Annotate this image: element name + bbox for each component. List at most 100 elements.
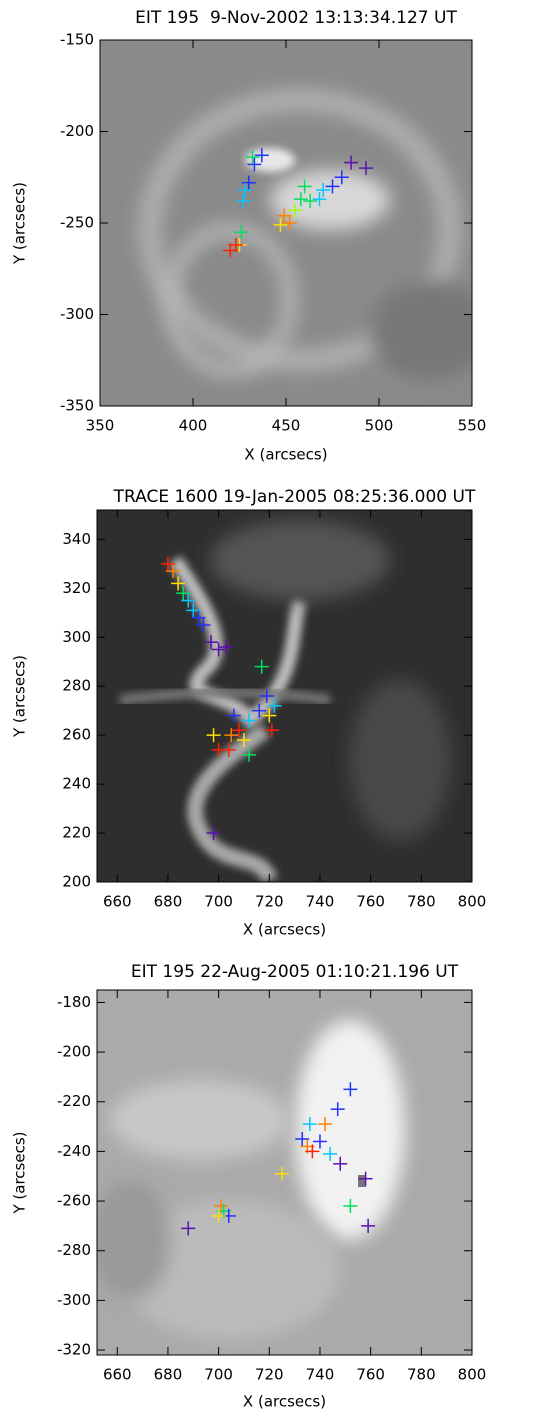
cross-marker: [303, 194, 318, 209]
cross-marker: [259, 689, 274, 703]
cross-marker: [204, 635, 219, 650]
x-tick-label: 760: [356, 893, 385, 911]
cross-marker: [160, 556, 175, 571]
cross-marker: [166, 564, 181, 579]
cross-marker: [221, 742, 236, 757]
x-tick-label: 800: [458, 893, 487, 911]
cross-marker: [333, 1156, 348, 1171]
cross-marker: [343, 1082, 358, 1097]
cross-marker: [323, 1146, 338, 1161]
cross-marker: [252, 703, 267, 718]
cross-marker: [186, 603, 201, 618]
y-tick-label: -350: [60, 397, 94, 415]
y-tick-label: -250: [60, 214, 94, 232]
x-axis-label: X (arcsecs): [244, 446, 327, 464]
image-background: [97, 990, 472, 1355]
y-tick-label: 300: [62, 628, 91, 646]
y-tick-label: -300: [57, 1291, 91, 1309]
x-tick-label: 740: [306, 1366, 335, 1384]
cross-marker: [305, 1144, 320, 1159]
cross-marker: [312, 1134, 327, 1149]
cross-marker: [234, 225, 249, 240]
cross-marker: [219, 640, 234, 655]
cross-marker: [267, 698, 282, 713]
chart-title: EIT 195 22-Aug-2005 01:10:21.196 UT: [131, 962, 459, 982]
cross-marker: [343, 1199, 358, 1214]
y-axis-label: Y (arcsecs): [11, 182, 29, 265]
y-tick-label: 240: [62, 775, 91, 793]
cross-marker: [181, 593, 196, 608]
cross-marker: [241, 175, 256, 190]
cross-marker: [325, 179, 340, 194]
y-tick-label: -150: [60, 31, 94, 49]
cross-marker: [206, 826, 221, 841]
y-tick-label: -260: [57, 1192, 91, 1210]
cross-marker: [245, 150, 260, 165]
x-tick-label: 720: [255, 893, 284, 911]
cross-marker: [358, 1171, 373, 1186]
x-tick-label: 500: [365, 417, 394, 435]
cross-marker: [295, 1131, 310, 1146]
x-tick-label: 780: [407, 1366, 436, 1384]
cross-marker: [288, 203, 303, 218]
cross-marker: [273, 217, 288, 232]
x-tick-label: 700: [204, 1366, 233, 1384]
cross-marker: [242, 713, 257, 728]
cross-marker: [231, 723, 246, 738]
image-background: [97, 510, 472, 882]
y-tick-label: -300: [60, 305, 94, 323]
cross-marker: [228, 237, 243, 252]
x-tick-label: 660: [103, 1366, 132, 1384]
cross-marker: [242, 747, 257, 762]
x-tick-label: 350: [86, 417, 115, 435]
x-tick-label: 680: [154, 1366, 183, 1384]
cross-marker: [181, 1221, 196, 1236]
cross-marker: [176, 586, 191, 601]
cross-marker: [318, 1117, 333, 1132]
cross-marker: [223, 243, 238, 258]
x-tick-label: 740: [306, 893, 335, 911]
cross-marker: [196, 618, 211, 633]
x-axis-label: X (arcsecs): [243, 1393, 326, 1411]
y-tick-label: 220: [62, 824, 91, 842]
x-tick-label: 780: [407, 893, 436, 911]
cross-marker: [191, 610, 206, 625]
cross-marker: [293, 192, 308, 207]
cross-marker: [358, 161, 373, 176]
plot-frame: [96, 509, 473, 883]
cross-marker: [224, 728, 239, 743]
cross-marker: [344, 155, 359, 170]
chart-title: TRACE 1600 19-Jan-2005 08:25:36.000 UT: [113, 487, 476, 507]
cross-marker: [226, 708, 241, 723]
cross-marker: [238, 183, 253, 198]
x-tick-label: 760: [356, 1366, 385, 1384]
cross-marker: [254, 148, 269, 163]
y-tick-label: -200: [57, 1043, 91, 1061]
cross-marker: [316, 183, 331, 198]
y-tick-label: -200: [60, 122, 94, 140]
cross-marker: [254, 659, 269, 674]
cross-marker: [247, 157, 262, 172]
cross-marker: [361, 1218, 376, 1233]
cross-marker: [262, 708, 277, 723]
y-axis-label: Y (arcsecs): [11, 1131, 29, 1214]
y-tick-label: -220: [57, 1092, 91, 1110]
x-tick-label: 400: [179, 417, 208, 435]
y-tick-label: 260: [62, 726, 91, 744]
cross-marker: [206, 728, 221, 743]
x-axis-label: X (arcsecs): [243, 921, 326, 939]
y-tick-label: -280: [57, 1241, 91, 1259]
x-tick-label: 720: [255, 1366, 284, 1384]
cross-marker: [211, 642, 226, 657]
y-tick-label: 200: [62, 873, 91, 891]
cross-marker: [171, 576, 186, 591]
cross-marker: [297, 179, 312, 194]
cross-marker: [334, 170, 349, 185]
plot-frame: [96, 989, 473, 1356]
y-tick-label: 280: [62, 677, 91, 695]
x-tick-label: 550: [458, 417, 487, 435]
cross-marker: [274, 1166, 289, 1181]
y-axis-label: Y (arcsecs): [11, 655, 29, 738]
